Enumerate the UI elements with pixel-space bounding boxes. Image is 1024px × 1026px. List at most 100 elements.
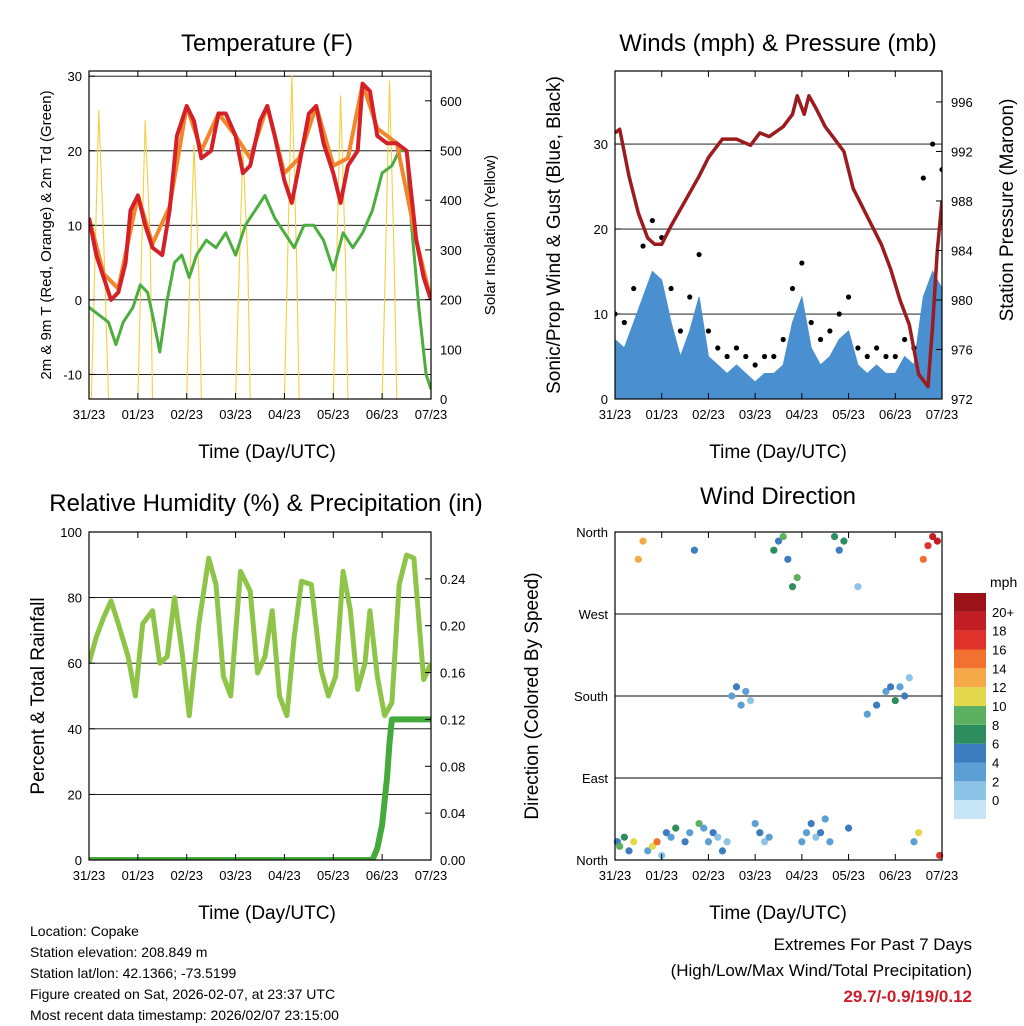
humidity-ticks: 31/23 01/23 02/23 03/23 04/23 05/23 06/23 07/23… [60,525,465,883]
rh-series-rainfall [89,716,431,860]
direction-grid [615,531,942,861]
dir-point [653,838,661,846]
rh-y2tick-label: 0.12 [440,712,465,727]
colorbar-label: 6 [992,737,999,752]
colorbar-swatch [954,724,986,744]
dir-point [765,833,773,841]
colorbar-label: 4 [992,756,999,771]
wind-gust-point [883,353,889,360]
direction-panel: Wind Direction 31/23 01/23 02/23 03/23 04/23… [522,483,1017,924]
humidity-xlabel: Time (Day/UTC) [198,903,336,924]
colorbar-label: 18 [992,624,1006,639]
temperature-y2label: Solar Insolation (Yellow) [482,155,499,315]
temp-xtick-label: 01/23 [122,407,155,422]
temp-series-2m-td [89,149,431,390]
wind-gust-point [799,260,805,266]
wind-gust-point [836,311,842,317]
colorbar-swatch [954,630,986,650]
rh-y2tick-label: 0.20 [440,619,465,634]
station-location: Location: Copake [30,923,139,939]
colorbar-label: 12 [992,680,1006,695]
dir-point [830,532,839,541]
wind-gust-point [752,362,758,368]
colorbar-swatch [954,781,986,801]
dir-point [746,696,755,705]
rh-y2tick-label: 0.04 [440,806,465,821]
extremes-title: Extremes For Past 7 Days [773,935,972,954]
dir-xtick-label: 04/23 [786,868,819,883]
winds-xlabel: Time (Day/UTC) [709,442,847,463]
wind-gust-point [668,285,674,292]
winds-ylabel: Sonic/Prop Wind & Gust (Blue, Black) [544,76,565,394]
dir-point [732,683,741,691]
wind-ytick-label: 10 [594,307,608,322]
dir-point [704,838,713,846]
direction-title: Wind Direction [700,483,856,510]
wind-ytick-label: 0 [601,392,608,407]
wind-gust-point [649,217,655,224]
temp-ytick-label: 30 [68,69,82,84]
dir-point [798,838,806,846]
colorbar-label: 2 [992,774,999,789]
dir-point [835,546,843,554]
wind-gust-point [845,294,852,300]
colorbar-swatch [954,762,986,782]
dir-point [854,583,862,591]
dir-xtick-label: 06/23 [879,868,912,883]
temperature-plot-frame [88,70,432,400]
colorbar-label: 10 [992,699,1006,714]
wind-xtick-label: 06/23 [879,407,912,422]
colorbar-label: 0 [992,793,999,808]
wind-gust-point [715,345,721,351]
dir-ytick-label: South [574,689,608,704]
temp-xtick-label: 04/23 [268,407,301,422]
dir-point [891,696,899,705]
winds-panel: Winds (mph) & Pressure (mb) 31/23 01/23 02… [544,30,1018,463]
dir-point [630,838,638,846]
temperature-series [89,75,431,399]
dir-point [723,838,731,846]
winds-series [615,94,942,399]
wind-ytick-label: 30 [594,137,608,152]
colorbar-swatch [954,743,986,763]
direction-ylabel: Direction (Colored By Speed) [522,572,543,819]
dir-ytick-label: North [576,853,608,868]
dir-point [844,824,853,832]
colorbar-unit-label: mph [990,574,1017,590]
dir-point [695,819,703,828]
wind-gust-point [761,353,768,360]
dir-point [924,542,932,550]
dir-point [681,838,689,846]
dir-point [863,710,871,718]
dir-xtick-label: 07/23 [926,868,959,883]
winds-title: Winds (mph) & Pressure (mb) [619,30,936,57]
temp-y2tick-label: 500 [440,144,462,159]
wind-gust-point [789,285,796,292]
colorbar-label: 16 [992,643,1006,658]
dir-point [686,829,694,837]
temp-xtick-label: 03/23 [219,407,252,422]
wind-gust-point [743,353,749,360]
latest-data-timestamp: Most recent data timestamp: 2026/02/07 2… [30,1007,339,1023]
rh-xtick-label: 31/23 [73,868,106,883]
humidity-panel: Relative Humidity (%) & Precipitation (i… [28,490,483,924]
dir-point [821,815,829,823]
wind-gust-point [892,353,898,360]
dir-point [718,847,727,855]
wind-xtick-label: 31/23 [599,407,632,422]
dir-xtick-label: 05/23 [832,868,865,883]
direction-series [613,532,944,860]
dir-point [728,692,736,700]
wind-gust-point [771,353,777,360]
dir-ytick-label: North [576,525,608,540]
temperature-title: Temperature (F) [181,30,353,57]
rh-xtick-label: 07/23 [415,868,448,883]
dir-point [793,573,801,582]
colorbar-label: 8 [992,718,999,733]
dir-point [905,674,913,682]
dir-point [873,701,881,709]
temp-y2tick-label: 300 [440,243,462,258]
wind-gust-point [808,319,814,326]
dir-point [779,532,787,541]
wind-y2tick-label: 984 [951,243,973,258]
